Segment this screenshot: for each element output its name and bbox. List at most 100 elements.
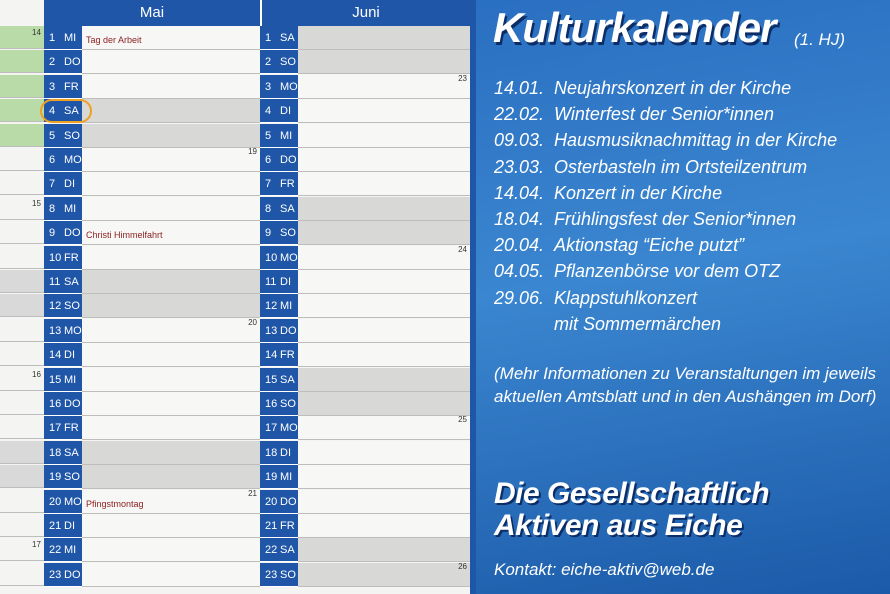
weekday: FR xyxy=(280,520,295,532)
mai-day-label: 8 MI xyxy=(44,197,82,221)
juni-day-label: 9 SO xyxy=(260,221,298,245)
juni-day-cell xyxy=(298,294,470,318)
week-number: 15 xyxy=(32,199,41,208)
day-number: 13 xyxy=(49,325,62,337)
mai-day-cell xyxy=(82,441,260,465)
info-panel: Kulturkalender (1. HJ) 14.01. Neujahrskon… xyxy=(476,0,890,594)
event-date: 14.04. xyxy=(494,183,545,203)
day-number: 10 xyxy=(265,252,278,264)
event-date: 09.03. xyxy=(494,130,545,150)
mai-day-label: 16 DO xyxy=(44,392,82,416)
weekday: DO xyxy=(280,154,297,166)
calendar-row: 5 SO 5 MI xyxy=(44,124,470,148)
mai-day-label: 2 DO xyxy=(44,50,82,74)
day-number: 12 xyxy=(49,300,62,312)
weekday: MI xyxy=(64,374,77,386)
event-item: 14.01. Neujahrskonzert in der Kirche xyxy=(494,78,791,99)
mai-day-label: 23 DO xyxy=(44,563,82,587)
calendar-row: 17 FR 17 MO 25 xyxy=(44,415,470,440)
week-number: 16 xyxy=(32,370,41,379)
day-number: 16 xyxy=(265,398,278,410)
mai-day-label: 10 FR xyxy=(44,246,82,270)
event-item: 23.03. Osterbasteln im Ortsteilzentrum xyxy=(494,157,807,178)
month-header-mai: Mai xyxy=(44,0,260,26)
weekday: DO xyxy=(64,56,81,68)
mai-day-label: 15 MI xyxy=(44,368,82,392)
event-item: 04.05. Pflanzenbörse vor dem OTZ xyxy=(494,261,780,282)
juni-day-cell xyxy=(298,465,470,489)
weekday: FR xyxy=(64,252,79,264)
juni-day-cell xyxy=(298,343,470,367)
day-number: 13 xyxy=(265,325,278,337)
weekday: MI xyxy=(280,300,293,312)
strip-cell: 17 xyxy=(0,538,44,561)
juni-day-label: 10 MO xyxy=(260,246,298,270)
event-date: 14.01. xyxy=(494,78,545,98)
juni-day-cell xyxy=(298,270,470,294)
calendar-row: 3 FR 3 MO 23 xyxy=(44,74,470,99)
calendar-page: Mai Juni 14 15 16 17 1 MI Tag der Arbeit 1 SA 2 D… xyxy=(0,0,476,594)
strip-cell xyxy=(0,270,44,293)
juni-day-cell xyxy=(298,392,470,416)
weekday: MO xyxy=(280,422,298,434)
month-header-juni: Juni xyxy=(260,0,470,26)
mai-day-cell xyxy=(82,465,260,489)
weekday: MI xyxy=(64,544,77,556)
mai-day-cell xyxy=(82,343,260,367)
day-number: 23 xyxy=(265,569,278,581)
event-title: Hausmusiknachmittag in der Kirche xyxy=(554,130,838,150)
juni-day-label: 3 MO xyxy=(260,75,298,99)
strip-cell xyxy=(0,124,44,147)
mai-day-label: 1 MI xyxy=(44,26,82,50)
mai-day-label: 12 SO xyxy=(44,294,82,318)
weekday: SA xyxy=(64,105,79,117)
strip-cell xyxy=(0,50,44,73)
day-number: 22 xyxy=(49,544,62,556)
week-number: 26 xyxy=(458,562,467,571)
strip-cell xyxy=(0,514,44,537)
day-number: 1 xyxy=(265,32,272,44)
weekday: SO xyxy=(280,56,296,68)
mai-day-cell xyxy=(82,172,260,196)
previous-month-strip: 14 15 16 17 xyxy=(0,26,44,594)
weekday: SA xyxy=(64,276,79,288)
day-number: 6 xyxy=(49,154,56,166)
juni-day-cell xyxy=(298,319,470,343)
week-number: 14 xyxy=(32,28,41,37)
event-title: Pflanzenbörse vor dem OTZ xyxy=(554,261,781,281)
day-number: 15 xyxy=(265,374,278,386)
juni-day-cell xyxy=(298,538,470,562)
page-title: Kulturkalender xyxy=(493,4,776,51)
weekday: DO xyxy=(64,398,81,410)
day-number: 9 xyxy=(265,227,272,239)
weekday: MI xyxy=(64,203,77,215)
mai-day-cell xyxy=(82,50,260,74)
calendar-row: 11 SA 11 DI xyxy=(44,270,470,294)
contact-line: Kontakt: eiche-aktiv@web.de xyxy=(494,560,715,579)
mai-day-label: 20 MO xyxy=(44,490,82,514)
event-date: 04.05. xyxy=(494,261,545,281)
juni-day-cell xyxy=(298,50,470,74)
juni-day-label: 1 SA xyxy=(260,26,298,50)
weekday: SO xyxy=(280,398,296,410)
org-line-1: Die Gesellschaftlich xyxy=(494,477,770,510)
strip-cell xyxy=(0,172,44,195)
mai-day-cell xyxy=(82,563,260,587)
calendar-row: 22 MI 22 SA xyxy=(44,538,470,562)
day-number: 9 xyxy=(49,227,56,239)
weekday: SA xyxy=(64,447,79,459)
mai-day-label: 9 DO xyxy=(44,221,82,245)
juni-day-label: 17 MO xyxy=(260,416,298,440)
weekday: SO xyxy=(64,300,80,312)
juni-day-label: 4 DI xyxy=(260,99,298,123)
strip-cell: 15 xyxy=(0,197,44,220)
juni-day-cell xyxy=(298,197,470,221)
day-number: 12 xyxy=(265,300,278,312)
weekday: DI xyxy=(280,447,291,459)
mai-day-cell xyxy=(82,416,260,440)
info-note: (Mehr Informationen zu Veranstaltungen i… xyxy=(494,364,877,406)
calendar-row: 21 DI 21 FR xyxy=(44,514,470,538)
juni-day-cell xyxy=(298,221,470,245)
strip-cell: 14 xyxy=(0,26,44,49)
event-continuation: mit Sommermärchen xyxy=(554,314,722,334)
